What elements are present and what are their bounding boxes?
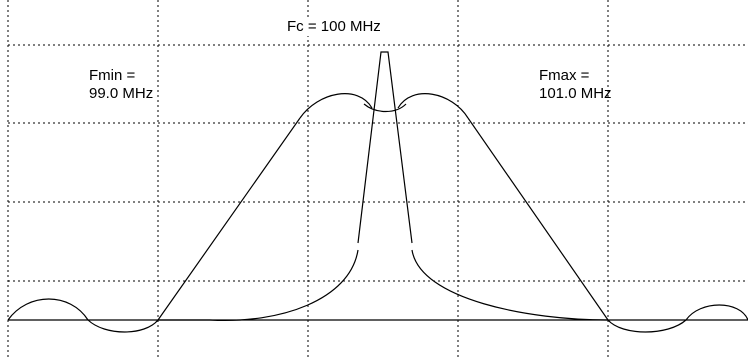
main-envelope-right-edge — [467, 117, 609, 321]
carrier-spike — [357, 51, 413, 244]
main-envelope-left-edge — [157, 117, 301, 321]
center-dip — [363, 103, 407, 113]
main-envelope-right-lobe — [397, 93, 469, 119]
main-envelope-left-lobe — [299, 93, 373, 119]
sidelobe-left-inner — [87, 319, 159, 333]
min-frequency-label: Fmin = 99.0 MHz — [88, 67, 154, 103]
max-frequency-value: 101.0 MHz — [539, 85, 612, 102]
min-frequency-title: Fmin = — [89, 67, 136, 84]
max-frequency-title: Fmax = — [539, 67, 590, 84]
center-frequency-label: Fc = 100 MHz — [286, 18, 382, 36]
sidelobe-right-inner — [607, 319, 687, 333]
spectrum-trace — [7, 51, 748, 333]
inner-skirt-curve-right — [411, 249, 609, 321]
sidelobe-left-outer — [7, 298, 89, 321]
max-frequency-label: Fmax = 101.0 MHz — [538, 67, 613, 103]
graticule — [7, 0, 748, 358]
sidelobe-right-outer — [685, 304, 748, 321]
min-frequency-value: 99.0 MHz — [89, 85, 154, 102]
inner-skirt-curve-left — [209, 249, 359, 322]
